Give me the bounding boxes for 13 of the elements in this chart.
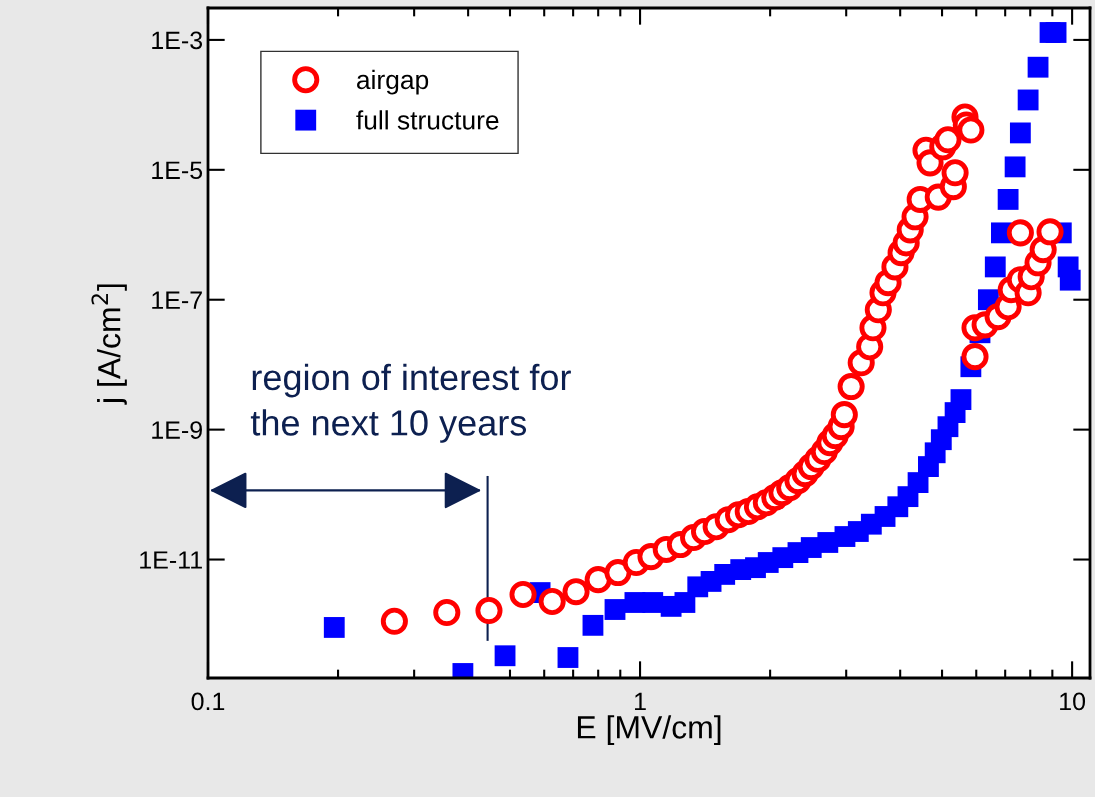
- y-tick-label: 1E-3: [152, 31, 203, 50]
- y-axis-title: j [A/cm$^{2}$]: [91, 284, 127, 405]
- y-tick-label: 1E-9: [152, 421, 202, 439]
- y-tick-label: 1E-5: [152, 161, 203, 180]
- legend-label: airgap: [357, 69, 429, 95]
- x-tick-label: 1: [635, 692, 646, 711]
- legend-label: full structure: [356, 110, 499, 130]
- annotation: region of interest for the next 10 years: [250, 363, 571, 443]
- x-tick-label: 0.1: [191, 692, 225, 711]
- y-tick-label: 1E-11: [140, 551, 202, 569]
- x-axis-title: E [MV/cm]: [577, 715, 721, 745]
- x-tick-label: 10: [1060, 692, 1086, 711]
- y-tick-label: 1E-7: [152, 291, 202, 309]
